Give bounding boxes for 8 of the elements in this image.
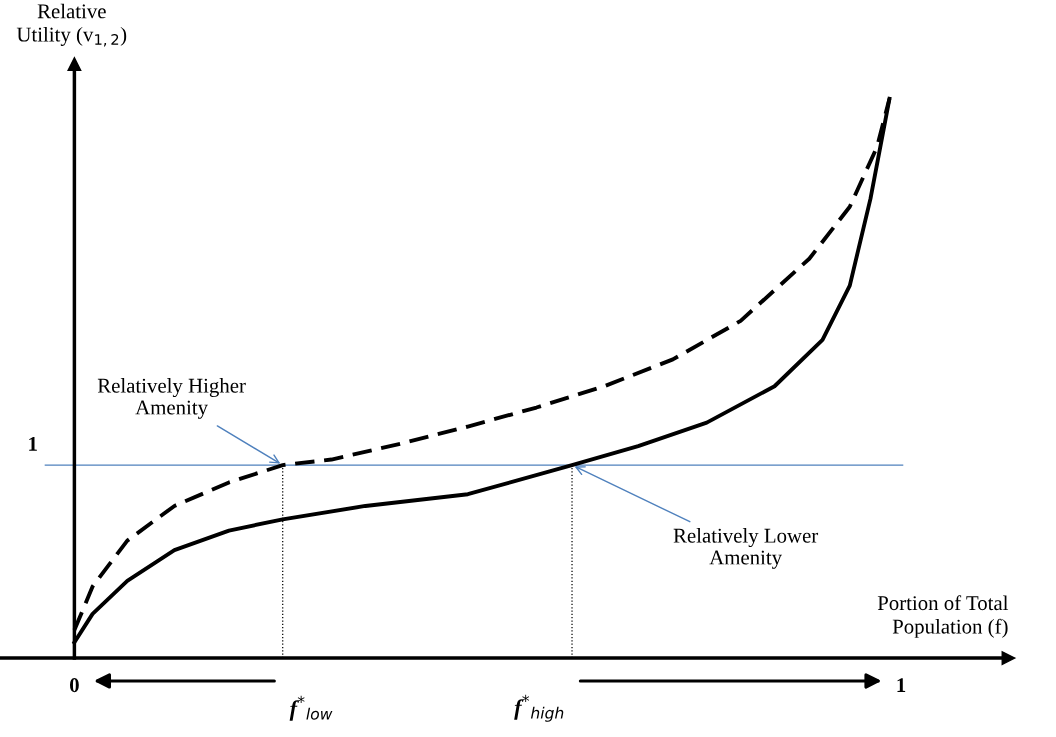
x-axis-title: Portion of Total Population (f) <box>877 595 1009 638</box>
ref-line-label: f$^{*}$$_{high}$ <box>514 694 564 722</box>
annotation: Relatively Lower Amenity <box>673 528 819 569</box>
annotation: 1 <box>29 436 37 451</box>
ref-line-label: f$^{*}$$_{low}$ <box>289 695 333 721</box>
y-axis-title: Relative Utility (v$_{1,2}$) <box>16 3 127 47</box>
x-tick-label: 0 <box>69 678 79 693</box>
annotation: Relatively Higher Amenity <box>97 378 246 419</box>
